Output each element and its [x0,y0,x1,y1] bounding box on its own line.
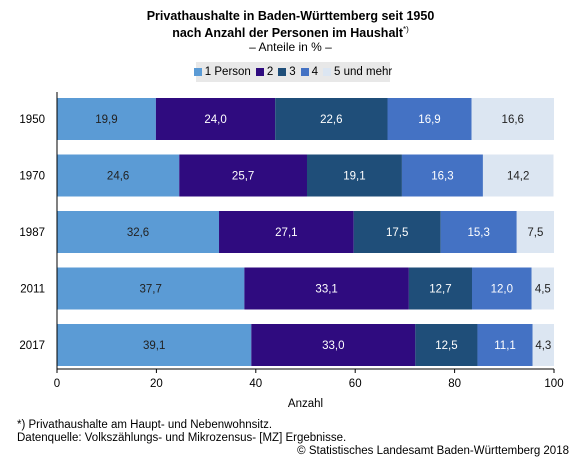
data-source: Datenquelle: Volkszählungs- und Mikrozen… [17,432,347,444]
bar-2011-series-0 [57,267,245,310]
data-label-2011-series-4: 4,5 [535,284,551,296]
bar-2017-series-4 [532,324,554,366]
legend-swatch-3 [300,68,309,76]
data-label-1950-series-1: 24,0 [204,114,226,126]
title-line-2-text: nach Anzahl der Personen im Haushalt [172,26,404,41]
bar-2011-series-1 [244,267,409,310]
x-tick-label-40: 40 [249,378,262,390]
title-line-1: Privathaushalte in Baden-Württemberg sei… [146,9,435,23]
legend-item-4: 5 und mehr [323,66,392,78]
category-label-2011: 2011 [20,284,45,296]
category-label-1950: 1950 [19,114,45,126]
data-label-2011-series-0: 37,7 [139,284,161,296]
data-label-1987-series-2: 17,5 [386,227,408,239]
data-label-2011-series-1: 33,1 [315,284,337,296]
bar-1987-series-4 [516,211,554,253]
category-label-2017: 2017 [19,340,45,352]
data-label-2011-series-3: 12,0 [491,284,513,296]
x-tick-label-20: 20 [150,378,163,390]
bar-1950-series-1 [155,98,276,140]
category-label-1970: 1970 [19,171,45,183]
data-label-1987-series-3: 15,3 [468,227,490,239]
data-label-1950-series-3: 16,9 [418,114,440,126]
data-label-1987-series-1: 27,1 [275,227,297,239]
bar-1987-series-3 [440,211,517,253]
data-label-1987-series-0: 32,6 [127,227,149,239]
title-line-2: nach Anzahl der Personen im Haushalt*) [0,23,581,40]
bar-2017-series-3 [477,324,533,366]
data-label-2017-series-1: 33,0 [322,340,344,352]
title-footnote-marker: *) [403,25,409,34]
data-label-1987-series-4: 7,5 [527,227,543,239]
bar-1987-series-1 [219,211,354,253]
data-label-1950-series-4: 16,6 [502,114,524,126]
data-label-2017-series-0: 39,1 [143,340,165,352]
legend-item-3: 4 [300,66,319,78]
legend-swatch-4 [323,68,332,76]
bar-2011-series-2 [408,267,472,310]
data-label-1970-series-4: 14,2 [507,171,529,183]
bar-1950-series-4 [471,98,554,140]
legend-swatch-2 [278,68,287,76]
footnote: *) Privathaushalte am Haupt- und Nebenwo… [17,419,273,431]
bar-2017-series-0 [57,324,252,366]
data-label-1950-series-0: 19,9 [95,114,117,126]
legend-label-2: 3 [289,66,296,78]
bar-2011-series-4 [531,267,554,310]
legend-label-1: 2 [266,66,274,78]
x-axis-label: Anzahl [288,398,323,410]
bar-1970-series-3 [401,154,483,197]
bar-1970-series-1 [179,154,307,197]
chart-subtitle: – Anteile in % – [249,40,332,55]
legend-item-2: 3 [278,66,296,78]
bar-1970-series-0 [57,154,180,197]
data-label-1970-series-0: 24,6 [107,171,129,183]
bar-1970-series-2 [306,154,402,197]
bar-1950-series-3 [387,98,472,140]
x-tick-label-0: 0 [54,378,60,390]
data-label-1970-series-2: 19,1 [343,171,365,183]
legend-item-0: 1 Person [193,66,251,78]
legend-swatch-0 [193,68,202,76]
chart-legend: 1 Person 2 3 4 5 und mehr [193,62,392,82]
data-label-1950-series-2: 22,6 [320,114,342,126]
bar-2011-series-3 [471,267,532,310]
legend-label-0: 1 Person [204,66,251,78]
data-label-2011-series-2: 12,7 [429,284,451,296]
legend-swatch-1 [255,68,264,76]
legend-label-3: 4 [311,66,319,78]
bar-1970-series-4 [482,154,554,197]
data-label-1970-series-1: 25,7 [232,171,254,183]
bar-2017-series-1 [251,324,416,366]
data-label-2017-series-4: 4,3 [535,340,551,352]
x-tick-label-100: 100 [544,378,563,390]
data-label-2017-series-3: 11,1 [494,340,516,352]
bar-1987-series-2 [353,211,441,253]
legend-item-1: 2 [255,66,274,78]
chart-title: Privathaushalte in Baden-Württemberg sei… [0,9,581,54]
legend-label-4: 5 und mehr [334,66,393,78]
bar-1950-series-0 [57,98,156,140]
category-label-1987: 1987 [19,227,45,239]
bar-1950-series-2 [275,98,388,140]
bar-2017-series-2 [415,324,478,366]
bar-1987-series-0 [57,211,220,253]
copyright: © Statistisches Landesamt Baden-Württemb… [297,445,569,457]
x-tick-label-60: 60 [349,378,362,390]
data-label-2017-series-2: 12,5 [435,340,457,352]
data-label-1970-series-3: 16,3 [431,171,453,183]
x-tick-label-80: 80 [448,378,461,390]
